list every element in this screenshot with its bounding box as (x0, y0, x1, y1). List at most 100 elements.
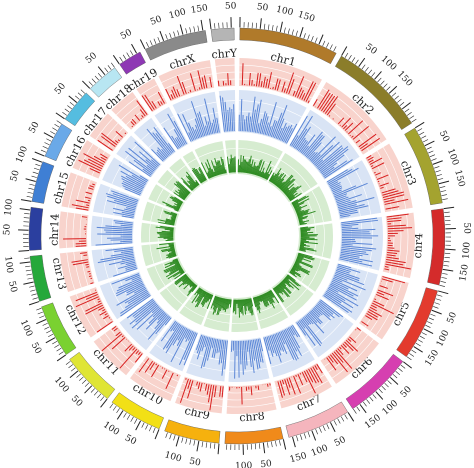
tick-mark (378, 388, 383, 394)
track-gridline (111, 218, 114, 245)
ideogram-chr12 (41, 302, 77, 355)
track-gridline (177, 396, 223, 407)
tick-label: 100 (435, 328, 452, 348)
tick-mark (37, 311, 43, 315)
tick-mark (404, 108, 410, 113)
tick-mark (271, 441, 273, 448)
track-signal-chr5 (323, 263, 366, 314)
tick-mark (291, 29, 294, 35)
tick-mark (441, 277, 447, 279)
tick-mark (42, 146, 48, 149)
track-gridline (209, 309, 231, 316)
track-signal-chry (226, 154, 236, 173)
track-gridline (142, 361, 179, 382)
track-gridline (164, 175, 174, 187)
track-gridline (304, 194, 316, 224)
tick-label: 50 (256, 2, 269, 13)
track-gridline (120, 103, 141, 121)
tick-mark (262, 442, 266, 454)
track-signal-chr8 (230, 338, 264, 379)
track-gridline (116, 97, 137, 116)
track-signal-chr15 (105, 190, 139, 219)
track-gridline (382, 147, 407, 209)
tick-mark (443, 265, 449, 267)
tick-mark (112, 54, 120, 65)
tick-mark (34, 151, 45, 157)
tick-mark (217, 443, 220, 455)
tick-mark (267, 442, 269, 448)
track-signal-chr13 (156, 242, 177, 259)
track-gridline (149, 244, 155, 264)
track-gridline (172, 134, 184, 142)
tick-mark (437, 178, 444, 181)
track-background (146, 257, 187, 291)
tick-mark (173, 31, 176, 37)
tick-mark (126, 52, 130, 58)
tick-mark (126, 414, 131, 420)
tick-mark (318, 34, 324, 45)
tick-mark (361, 64, 366, 70)
track-gridline (166, 125, 179, 134)
track-gridline (175, 164, 186, 175)
track-signal-chr3 (366, 155, 409, 210)
tick-mark (430, 313, 436, 317)
tick-mark (48, 333, 54, 337)
tick-mark (43, 132, 54, 139)
tick-mark (80, 89, 86, 94)
track-signal-chr10 (160, 320, 198, 366)
ideogram-chr6 (345, 353, 404, 410)
tick-mark (275, 440, 277, 447)
track-background (89, 113, 129, 152)
track-signal-chr6 (296, 299, 344, 347)
tick-mark (366, 399, 371, 404)
tick-mark (32, 297, 38, 300)
track-background (382, 212, 415, 279)
track-signal-chr15 (157, 210, 178, 226)
track-gridline (109, 282, 126, 314)
track-signal-chr17 (125, 141, 161, 177)
tick-mark (374, 71, 382, 80)
tick-label: 100 (235, 461, 253, 468)
track-signal-chrx (165, 70, 213, 101)
middle-blue-track (90, 90, 383, 382)
tick-label: 50 (28, 120, 42, 135)
tick-mark (122, 54, 127, 60)
tick-mark (307, 431, 311, 438)
tick-mark (255, 22, 257, 29)
track-gridline (265, 332, 299, 348)
tick-mark (440, 190, 447, 192)
track-gridline (324, 330, 363, 367)
tick-mark (29, 285, 35, 288)
track-gridline (103, 187, 111, 214)
track-gridline (101, 217, 104, 246)
track-gridline (164, 73, 213, 90)
tick-mark (326, 42, 329, 48)
track-signal-chr19 (141, 91, 165, 112)
tick-label: 150 (363, 413, 383, 431)
tick-mark (428, 317, 434, 321)
tick-mark (112, 405, 117, 411)
ideogram-chry (210, 27, 235, 42)
tick-mark (307, 34, 310, 40)
tick-mark (201, 441, 204, 448)
tick-mark (169, 32, 172, 39)
tick-mark (52, 127, 58, 131)
track-gridline (306, 311, 337, 341)
track-signal-chr18 (180, 171, 200, 192)
tick-mark (425, 324, 431, 328)
track-gridline (217, 78, 235, 81)
tick-mark (27, 277, 33, 280)
tick-mark (193, 26, 196, 32)
tick-mark (358, 57, 366, 67)
track-signal-chrx (177, 98, 220, 142)
tick-mark (19, 261, 31, 264)
tick-mark (31, 175, 37, 178)
track-gridline (231, 321, 257, 324)
tick-mark (417, 128, 423, 132)
tick-mark (429, 154, 436, 158)
track-gridline (101, 122, 119, 144)
tick-mark (214, 443, 216, 449)
tick-mark (364, 67, 369, 72)
track-signal-chr2 (289, 115, 353, 179)
tick-mark (353, 408, 357, 414)
